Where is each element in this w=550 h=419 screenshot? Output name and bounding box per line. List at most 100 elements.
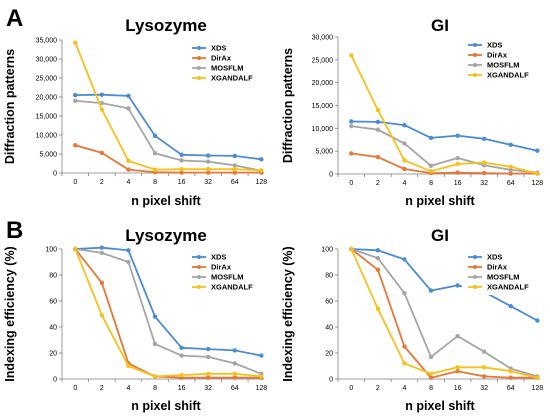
data-point-mosflm <box>152 151 158 156</box>
data-point-xgandalf <box>481 160 487 165</box>
legend-label: XDS <box>211 44 226 53</box>
y-tick-label: 60 <box>49 299 57 306</box>
y-tick-label: 80 <box>49 273 57 280</box>
data-point-xgandalf <box>508 369 513 374</box>
y-tick-label: 20,000 <box>312 80 334 87</box>
y-tick-label: 0 <box>329 172 333 179</box>
data-point-mosflm <box>232 163 237 168</box>
legend-label: MOSFLM <box>211 273 244 282</box>
panel-letter-b: B <box>6 217 23 244</box>
data-point-xds <box>205 153 211 158</box>
data-point-mosflm <box>99 250 105 256</box>
series-line-xds <box>75 246 262 357</box>
data-point-xgandalf <box>205 167 211 172</box>
data-point-xgandalf <box>232 371 237 376</box>
data-point-xds <box>126 248 131 253</box>
legend-swatch-marker <box>473 53 477 57</box>
x-tick-label: 16 <box>454 180 462 187</box>
x-tick-label: 128 <box>255 385 267 392</box>
x-tick-label: 64 <box>231 179 239 186</box>
y-tick-label: 0 <box>53 171 57 178</box>
data-point-mosflm <box>179 353 184 358</box>
data-point-mosflm <box>205 159 211 164</box>
y-tick-label: 100 <box>45 247 57 254</box>
legend-swatch-marker <box>197 56 201 60</box>
data-point-xds <box>205 346 211 352</box>
data-point-xgandalf <box>73 40 78 45</box>
chart-1: GI 0 5,000 10,000 15,000 20,000 25,000 30,000 0 2… <box>281 16 543 208</box>
data-point-xgandalf <box>232 167 237 172</box>
data-point-xds <box>259 353 264 358</box>
data-point-xds <box>232 348 237 353</box>
y-tick-label: 30,000 <box>312 35 334 42</box>
legend-label: XGANDALF <box>211 283 253 292</box>
x-tick-label: 0 <box>349 385 353 392</box>
data-point-xds <box>508 142 513 147</box>
x-tick-label: 8 <box>153 385 157 392</box>
data-point-xds <box>508 304 513 309</box>
legend-label: XGANDALF <box>487 71 529 80</box>
y-axis-label: Diffraction patterns <box>3 49 17 164</box>
data-point-xgandalf <box>126 158 131 164</box>
data-point-dirax <box>428 375 434 380</box>
legend-label: MOSFLM <box>487 273 520 282</box>
x-axis-label: n pixel shift <box>131 194 201 208</box>
data-point-mosflm <box>152 341 158 347</box>
data-point-xds <box>535 148 540 153</box>
data-point-mosflm <box>205 354 211 360</box>
data-point-xds <box>455 133 460 138</box>
y-tick-label: 0 <box>53 377 57 384</box>
data-point-xgandalf <box>428 371 434 376</box>
legend-swatch-marker <box>473 255 477 259</box>
data-point-dirax <box>455 369 460 374</box>
x-tick-label: 0 <box>73 385 77 392</box>
data-point-mosflm <box>375 127 381 132</box>
data-point-mosflm <box>428 163 434 168</box>
data-point-xgandalf <box>152 374 158 379</box>
data-point-dirax <box>508 375 513 380</box>
x-tick-label: 128 <box>531 385 543 392</box>
series-line-mosflm <box>351 125 538 174</box>
y-tick-label: 30,000 <box>36 57 58 64</box>
panel-letter-a: A <box>6 5 23 32</box>
data-point-xds <box>179 152 184 157</box>
legend-label: XDS <box>211 253 226 262</box>
data-point-xds <box>428 135 434 141</box>
data-point-xgandalf <box>428 169 434 174</box>
legend-label: MOSFLM <box>211 64 244 73</box>
data-point-xgandalf <box>481 365 487 370</box>
x-tick-label: 32 <box>204 385 212 392</box>
x-tick-label: 4 <box>126 385 130 392</box>
data-point-dirax <box>402 344 407 349</box>
data-point-mosflm <box>508 167 513 173</box>
data-point-dirax <box>205 375 211 380</box>
data-point-xgandalf <box>99 313 105 318</box>
y-tick-label: 5,000 <box>315 149 333 156</box>
y-tick-label: 80 <box>325 273 333 280</box>
legend-label: DirAx <box>211 54 232 63</box>
x-tick-label: 2 <box>376 385 380 392</box>
data-point-xds <box>99 245 105 250</box>
x-tick-label: 8 <box>429 385 433 392</box>
chart-title: GI <box>431 226 449 245</box>
x-tick-label: 128 <box>255 179 267 186</box>
data-point-xds <box>375 248 381 253</box>
chart-3: GI 0 20 40 60 80 100 0 2 4 8 16 32 64 128 n pixel shift… <box>281 226 543 413</box>
data-point-xds <box>179 345 184 350</box>
legend-label: DirAx <box>487 51 508 60</box>
data-point-xgandalf <box>375 107 381 113</box>
legend-swatch-marker <box>197 66 201 70</box>
chart-0: Lysozyme 0 5,000 10,000 15,000 20,000 25,000 30… <box>3 16 267 208</box>
series-line-xds <box>351 248 538 322</box>
y-tick-label: 15,000 <box>312 103 334 110</box>
data-point-xgandalf <box>349 246 354 252</box>
data-point-xgandalf <box>259 374 264 379</box>
y-tick-label: 35,000 <box>36 38 58 45</box>
data-point-xds <box>259 157 264 162</box>
data-point-dirax <box>73 143 78 148</box>
x-tick-label: 4 <box>126 179 130 186</box>
data-point-mosflm <box>99 100 105 106</box>
legend-swatch-marker <box>473 73 477 77</box>
data-point-xgandalf <box>205 371 211 376</box>
